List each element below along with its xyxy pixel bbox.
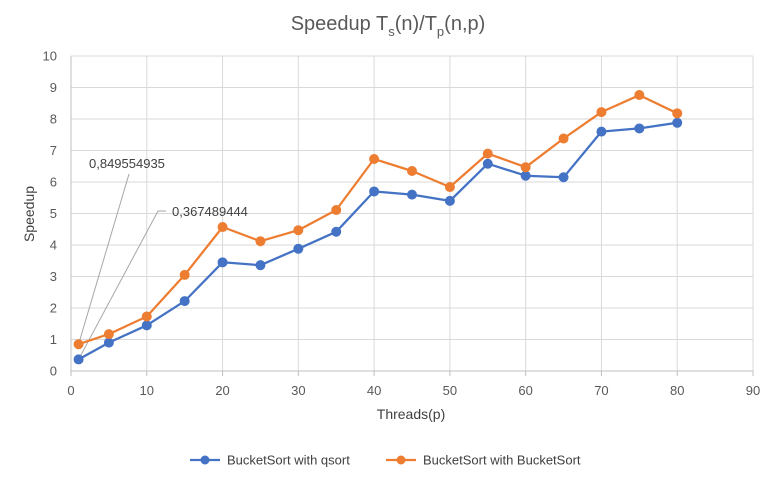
data-point bbox=[559, 173, 568, 182]
y-tick-label: 9 bbox=[50, 80, 57, 95]
y-tick-label: 1 bbox=[50, 332, 57, 347]
x-tick-label: 30 bbox=[291, 383, 305, 398]
data-point bbox=[673, 118, 682, 127]
data-point bbox=[370, 155, 379, 164]
data-point bbox=[332, 206, 341, 215]
data-point bbox=[408, 190, 417, 199]
data-point bbox=[74, 340, 83, 349]
x-tick-label: 50 bbox=[443, 383, 457, 398]
series-line bbox=[79, 95, 678, 344]
data-annotations: 0,849554935 0,367489444 bbox=[89, 156, 248, 219]
data-point bbox=[635, 91, 644, 100]
data-point bbox=[104, 330, 113, 339]
y-tick-label: 7 bbox=[50, 143, 57, 158]
y-tick-label: 4 bbox=[50, 238, 57, 253]
title-sub-p: p bbox=[437, 24, 444, 39]
y-tick-label: 5 bbox=[50, 206, 57, 221]
x-tick-label: 70 bbox=[594, 383, 608, 398]
x-tick-label: 90 bbox=[746, 383, 760, 398]
data-point bbox=[74, 355, 83, 364]
data-point bbox=[445, 183, 454, 192]
y-tick-label: 10 bbox=[43, 49, 57, 64]
legend-label: BucketSort with BucketSort bbox=[423, 453, 581, 468]
data-point bbox=[408, 166, 417, 175]
series-layer bbox=[74, 91, 682, 364]
data-point bbox=[256, 261, 265, 270]
x-tick-label: 10 bbox=[140, 383, 154, 398]
x-tick-label: 20 bbox=[215, 383, 229, 398]
data-point bbox=[294, 226, 303, 235]
data-point bbox=[104, 338, 113, 347]
title-end: (n,p) bbox=[444, 13, 485, 35]
y-tick-label: 3 bbox=[50, 269, 57, 284]
data-label: 0,367489444 bbox=[172, 204, 248, 219]
data-point bbox=[635, 124, 644, 133]
legend-item-bucketsort: BucketSort with BucketSort bbox=[386, 453, 581, 468]
y-tick-label: 8 bbox=[50, 112, 57, 127]
x-tick-label: 80 bbox=[670, 383, 684, 398]
legend-item-qsort: BucketSort with qsort bbox=[190, 453, 350, 468]
data-point bbox=[218, 223, 227, 232]
y-tick-label: 2 bbox=[50, 301, 57, 316]
data-point bbox=[180, 270, 189, 279]
legend-marker bbox=[397, 456, 406, 465]
legend-marker bbox=[201, 456, 210, 465]
data-point bbox=[294, 244, 303, 253]
data-point bbox=[597, 127, 606, 136]
data-point bbox=[142, 312, 151, 321]
data-point bbox=[521, 163, 530, 172]
data-point bbox=[483, 159, 492, 168]
data-point bbox=[256, 237, 265, 246]
data-point bbox=[218, 258, 227, 267]
title-main: Speedup T bbox=[291, 13, 389, 35]
y-tick-label: 6 bbox=[50, 175, 57, 190]
series-qsort bbox=[74, 118, 682, 364]
data-label: 0,849554935 bbox=[89, 156, 165, 171]
data-point bbox=[559, 134, 568, 143]
legend: BucketSort with qsort BucketSort with Buc… bbox=[190, 453, 581, 468]
annotation-leaders bbox=[79, 174, 166, 359]
x-axis-title: Threads(p) bbox=[377, 406, 445, 422]
legend-label: BucketSort with qsort bbox=[227, 453, 350, 468]
data-point bbox=[332, 227, 341, 236]
data-point bbox=[180, 297, 189, 306]
x-tick-label: 40 bbox=[367, 383, 381, 398]
x-tick-label: 0 bbox=[67, 383, 74, 398]
data-point bbox=[597, 108, 606, 117]
chart-title: Speedup Ts(n)/Tp(n,p) bbox=[291, 13, 486, 39]
data-point bbox=[370, 187, 379, 196]
data-point bbox=[142, 321, 151, 330]
annotation-leader bbox=[79, 174, 129, 344]
x-tick-label: 60 bbox=[518, 383, 532, 398]
data-point bbox=[673, 109, 682, 118]
data-point bbox=[445, 196, 454, 205]
data-point bbox=[521, 171, 530, 180]
data-point bbox=[483, 149, 492, 158]
y-axis-title: Speedup bbox=[21, 186, 37, 242]
title-mid: (n)/T bbox=[395, 13, 437, 35]
series-bucketsort bbox=[74, 91, 682, 349]
y-tick-label: 0 bbox=[50, 364, 57, 379]
